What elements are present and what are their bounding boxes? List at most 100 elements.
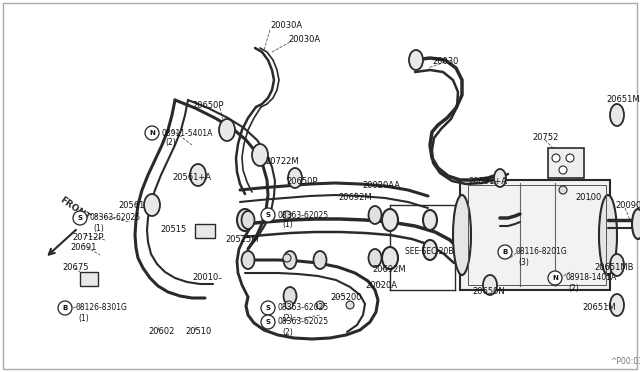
Text: 08911-5401A: 08911-5401A (162, 128, 213, 138)
Text: B: B (62, 305, 68, 311)
Text: 20650N: 20650N (472, 288, 505, 296)
Circle shape (316, 301, 324, 309)
Text: 20602: 20602 (148, 327, 174, 337)
Text: 20691: 20691 (70, 244, 97, 253)
Text: 20692M: 20692M (372, 266, 406, 275)
Text: 20561+A: 20561+A (172, 173, 211, 183)
Text: 08126-8301G: 08126-8301G (75, 304, 127, 312)
Ellipse shape (453, 195, 471, 275)
Ellipse shape (610, 104, 624, 126)
Circle shape (559, 166, 567, 174)
Ellipse shape (144, 194, 160, 216)
Circle shape (552, 154, 560, 162)
Text: N: N (552, 275, 558, 281)
Text: (1): (1) (93, 224, 104, 232)
Text: 20030A: 20030A (288, 35, 320, 45)
Circle shape (261, 315, 275, 329)
Text: 20722M: 20722M (265, 157, 299, 167)
Text: (2): (2) (165, 138, 176, 148)
Circle shape (285, 301, 293, 309)
Text: 08918-1401A: 08918-1401A (565, 273, 616, 282)
Ellipse shape (369, 249, 381, 267)
Text: 20650P: 20650P (192, 100, 223, 109)
Ellipse shape (237, 209, 253, 231)
Text: S: S (266, 305, 271, 311)
Text: ^P00:03P: ^P00:03P (610, 357, 640, 366)
Text: 20675: 20675 (62, 263, 88, 273)
Text: S: S (266, 212, 271, 218)
Text: S: S (77, 215, 83, 221)
Text: 205200: 205200 (330, 294, 362, 302)
Bar (80, 272, 98, 286)
Bar (468, 185, 606, 285)
Circle shape (346, 301, 354, 309)
Text: (2): (2) (282, 327, 292, 337)
Text: (2): (2) (568, 283, 579, 292)
Text: 20561: 20561 (118, 201, 145, 209)
Text: 20030: 20030 (432, 58, 458, 67)
Text: 08363-62025: 08363-62025 (278, 211, 329, 219)
Text: S: S (266, 319, 271, 325)
Text: 20100: 20100 (575, 193, 601, 202)
Text: (1): (1) (78, 314, 89, 323)
Text: 20752: 20752 (532, 134, 558, 142)
Text: 20651MB: 20651MB (594, 263, 634, 273)
Text: 20510: 20510 (185, 327, 211, 337)
Circle shape (58, 301, 72, 315)
Text: 20651M: 20651M (582, 304, 616, 312)
Ellipse shape (382, 209, 398, 231)
Text: N: N (149, 130, 155, 136)
Ellipse shape (610, 254, 624, 276)
Text: 20020AA: 20020AA (362, 180, 400, 189)
Circle shape (559, 186, 567, 194)
Ellipse shape (284, 251, 296, 269)
Circle shape (548, 271, 562, 285)
Text: 20090: 20090 (615, 201, 640, 209)
Bar (195, 224, 215, 238)
Circle shape (145, 126, 159, 140)
Text: 08363-62025: 08363-62025 (278, 317, 329, 327)
Circle shape (283, 211, 291, 219)
Ellipse shape (610, 294, 624, 316)
Ellipse shape (382, 247, 398, 269)
Text: 08363-62025: 08363-62025 (278, 304, 329, 312)
Circle shape (566, 154, 574, 162)
Ellipse shape (241, 211, 255, 229)
Text: B: B (502, 249, 508, 255)
Text: (3): (3) (518, 257, 529, 266)
Circle shape (261, 208, 275, 222)
Text: 08363-62025: 08363-62025 (90, 214, 141, 222)
Ellipse shape (599, 195, 617, 275)
Text: 20712P: 20712P (72, 232, 104, 241)
Text: 20525M: 20525M (225, 235, 259, 244)
Text: 20651MA: 20651MA (606, 96, 640, 105)
Ellipse shape (423, 210, 437, 230)
Circle shape (73, 211, 87, 225)
Circle shape (283, 254, 291, 262)
Text: 20691+A: 20691+A (468, 177, 507, 186)
Ellipse shape (190, 164, 206, 186)
Ellipse shape (409, 50, 423, 70)
Circle shape (261, 301, 275, 315)
Text: 20515: 20515 (160, 225, 186, 234)
Ellipse shape (288, 168, 302, 188)
Ellipse shape (369, 206, 381, 224)
Ellipse shape (494, 169, 506, 187)
Text: FRONT: FRONT (58, 195, 92, 222)
Ellipse shape (219, 119, 235, 141)
Text: 20650P: 20650P (286, 177, 317, 186)
Text: (2): (2) (282, 314, 292, 323)
Bar (548, 148, 584, 178)
Circle shape (498, 245, 512, 259)
Text: 20030A: 20030A (270, 20, 302, 29)
Text: SEE SEC.20B: SEE SEC.20B (405, 247, 454, 257)
Ellipse shape (241, 251, 255, 269)
Ellipse shape (252, 144, 268, 166)
Ellipse shape (483, 275, 497, 295)
Ellipse shape (314, 251, 326, 269)
Bar (460, 180, 610, 290)
Ellipse shape (284, 287, 296, 305)
Text: 20020A: 20020A (365, 280, 397, 289)
Text: 08116-8201G: 08116-8201G (515, 247, 567, 257)
Ellipse shape (423, 240, 437, 260)
